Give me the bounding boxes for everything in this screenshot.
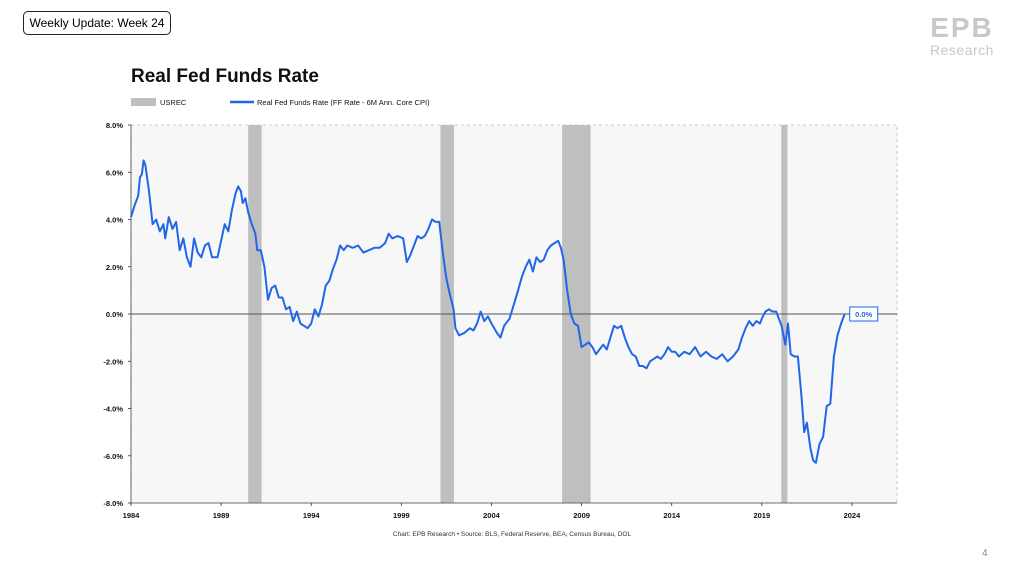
chart-title: Real Fed Funds Rate: [131, 66, 319, 87]
y-tick-label: -4.0%: [103, 405, 123, 414]
logo-subtitle: Research: [930, 42, 994, 58]
series-line-0: [130, 159, 846, 464]
epb-logo: EPB Research: [924, 12, 1000, 60]
page-number: 4: [982, 548, 988, 559]
y-tick-label: 4.0%: [106, 216, 123, 225]
x-tick-label: 1989: [213, 511, 230, 520]
series-layer: [130, 159, 846, 464]
y-tick-label: -2.0%: [103, 357, 123, 366]
y-tick-label: 0.0%: [106, 310, 123, 319]
x-tick-label: 2024: [844, 511, 862, 520]
week-badge: Weekly Update: Week 24: [23, 11, 171, 35]
y-tick-label: -8.0%: [103, 499, 123, 508]
x-tick-label: 2004: [483, 511, 501, 520]
x-tick-label: 1999: [393, 511, 410, 520]
x-tick-label: 2019: [753, 511, 770, 520]
legend-usrec-label: USREC: [160, 98, 187, 107]
legend: USREC Real Fed Funds Rate (FF Rate - 6M …: [131, 98, 430, 107]
legend-usrec-swatch: [131, 98, 156, 106]
last-value-label: 0.0%: [849, 306, 879, 322]
epb-logo-mark: EPB: [930, 12, 994, 42]
last-value-box: [849, 306, 879, 322]
x-tick-label: 2009: [573, 511, 590, 520]
x-tick-label: 1994: [303, 511, 321, 520]
source-note: Chart: EPB Research • Source: BLS, Feder…: [392, 531, 632, 538]
y-tick-label: -6.0%: [103, 452, 123, 461]
x-tick-label: 1984: [123, 511, 141, 520]
y-tick-label: 8.0%: [106, 121, 123, 130]
x-tick-label: 2014: [663, 511, 681, 520]
last-value-text: 0.0%: [855, 310, 872, 319]
y-tick-label: 2.0%: [106, 263, 123, 272]
legend-series-label: Real Fed Funds Rate (FF Rate - 6M Ann. C…: [257, 98, 430, 107]
y-tick-label: 6.0%: [106, 168, 123, 177]
axes: 8.0% 6.0% 4.0% 2.0% 0.0% -2.0% -4.0% -6.0% -8.0%…: [103, 121, 897, 520]
logo-letters: EPB: [930, 12, 994, 42]
